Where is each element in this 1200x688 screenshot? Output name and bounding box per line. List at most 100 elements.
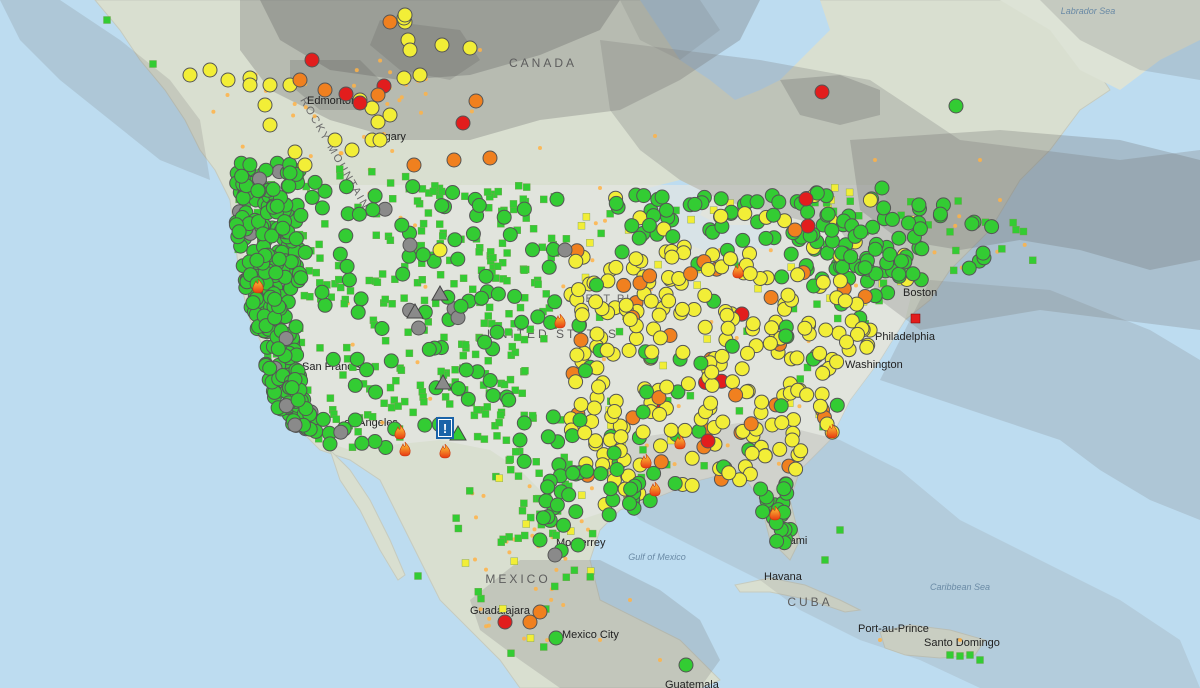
aqi-sensor-square[interactable]	[466, 487, 474, 495]
aqi-monitor-circle[interactable]	[874, 180, 890, 196]
aqi-sensor-square[interactable]	[484, 357, 492, 365]
aqi-sensor-square[interactable]	[483, 403, 491, 411]
aqi-monitor-circle[interactable]	[880, 285, 896, 301]
aqi-sensor-square[interactable]	[503, 249, 511, 257]
aqi-monitor-circle[interactable]	[720, 320, 736, 336]
aqi-monitor-circle[interactable]	[547, 294, 563, 310]
aqi-monitor-circle[interactable]	[780, 287, 796, 303]
aqi-sensor-square[interactable]	[450, 280, 458, 288]
aqi-sensor-square[interactable]	[703, 335, 711, 343]
monitor-triangle[interactable]	[406, 302, 424, 319]
aqi-monitor-circle[interactable]	[471, 197, 487, 213]
aqi-monitor-circle[interactable]	[333, 424, 349, 440]
aqi-sensor-square[interactable]	[506, 375, 515, 384]
aqi-sensor-square[interactable]	[409, 408, 417, 417]
aqi-sensor-square[interactable]	[518, 507, 527, 515]
aqi-monitor-circle[interactable]	[616, 277, 632, 293]
aqi-monitor-circle[interactable]	[501, 392, 517, 408]
aqi-monitor-circle[interactable]	[548, 630, 564, 646]
aqi-monitor-circle[interactable]	[675, 344, 691, 360]
aqi-monitor-circle[interactable]	[601, 507, 617, 523]
aqi-monitor-circle[interactable]	[307, 174, 323, 190]
aqi-sensor-square[interactable]	[526, 325, 534, 333]
aqi-sensor-square[interactable]	[693, 281, 701, 289]
aqi-monitor-circle[interactable]	[714, 348, 730, 364]
aqi-monitor-circle[interactable]	[541, 259, 557, 275]
aqi-monitor-circle[interactable]	[653, 438, 668, 454]
aqi-sensor-square[interactable]	[469, 285, 477, 293]
aqi-sensor-square[interactable]	[484, 312, 492, 320]
aqi-monitor-circle[interactable]	[814, 84, 830, 100]
aqi-monitor-circle[interactable]	[532, 604, 548, 620]
aqi-sensor-square[interactable]	[529, 224, 538, 233]
fire-icon[interactable]	[399, 441, 411, 457]
aqi-monitor-circle[interactable]	[446, 152, 462, 168]
aqi-sensor-square[interactable]	[489, 253, 497, 262]
aqi-monitor-circle[interactable]	[322, 436, 338, 452]
aqi-monitor-circle[interactable]	[893, 253, 909, 269]
aqi-sensor-square[interactable]	[441, 393, 450, 401]
aqi-monitor-circle[interactable]	[353, 291, 369, 307]
aqi-sensor-square[interactable]	[521, 531, 529, 540]
aqi-sensor-square[interactable]	[432, 299, 440, 308]
aqi-monitor-circle[interactable]	[549, 497, 565, 513]
aqi-sensor-square[interactable]	[400, 294, 408, 302]
aqi-monitor-circle[interactable]	[589, 326, 605, 342]
aqi-sensor-square[interactable]	[523, 183, 531, 191]
aqi-sensor-square[interactable]	[381, 337, 390, 345]
aqi-monitor-circle[interactable]	[773, 398, 789, 414]
aqi-monitor-circle[interactable]	[482, 150, 498, 166]
aqi-sensor-square[interactable]	[586, 239, 594, 247]
aqi-monitor-circle[interactable]	[315, 411, 331, 427]
aqi-sensor-square[interactable]	[368, 168, 376, 176]
aqi-sensor-square[interactable]	[326, 394, 335, 402]
aqi-monitor-circle[interactable]	[394, 217, 410, 233]
aqi-sensor-square[interactable]	[821, 556, 829, 564]
aqi-sensor-square[interactable]	[315, 240, 323, 249]
aqi-monitor-circle[interactable]	[262, 360, 278, 376]
aqi-monitor-circle[interactable]	[588, 433, 604, 449]
aqi-sensor-square[interactable]	[149, 60, 157, 68]
aqi-monitor-circle[interactable]	[383, 353, 399, 369]
aqi-monitor-circle[interactable]	[857, 260, 873, 276]
aqi-monitor-circle[interactable]	[661, 293, 677, 309]
aqi-monitor-circle[interactable]	[815, 274, 831, 290]
aqi-sensor-square[interactable]	[480, 319, 488, 327]
aqi-sensor-square[interactable]	[335, 275, 343, 284]
aqi-sensor-square[interactable]	[512, 448, 520, 456]
aqi-sensor-square[interactable]	[473, 432, 482, 441]
aqi-monitor-circle[interactable]	[776, 481, 792, 497]
aqi-monitor-circle[interactable]	[829, 354, 845, 370]
aqi-monitor-circle[interactable]	[293, 270, 309, 286]
aqi-sensor-square[interactable]	[508, 342, 516, 351]
aqi-sensor-square[interactable]	[424, 209, 433, 217]
aqi-sensor-square[interactable]	[532, 458, 540, 466]
aqi-monitor-circle[interactable]	[514, 314, 530, 330]
aqi-sensor-square[interactable]	[459, 351, 467, 360]
aqi-monitor-circle[interactable]	[339, 179, 354, 195]
aqi-monitor-circle[interactable]	[774, 415, 790, 431]
aqi-sensor-square[interactable]	[540, 195, 548, 204]
aqi-monitor-circle[interactable]	[608, 259, 624, 275]
aqi-sensor-square[interactable]	[542, 290, 550, 298]
aqi-monitor-circle[interactable]	[293, 207, 309, 223]
fire-icon[interactable]	[554, 313, 566, 329]
aqi-monitor-circle[interactable]	[264, 228, 280, 244]
aqi-sensor-square[interactable]	[437, 367, 445, 376]
aqi-monitor-circle[interactable]	[402, 237, 418, 253]
aqi-monitor-circle[interactable]	[478, 268, 494, 284]
aqi-sensor-square[interactable]	[956, 652, 964, 660]
aqi-sensor-square[interactable]	[440, 333, 448, 342]
aqi-monitor-circle[interactable]	[370, 114, 386, 130]
aqi-monitor-circle[interactable]	[242, 77, 258, 93]
aqi-sensor-square[interactable]	[401, 397, 409, 406]
aqi-monitor-circle[interactable]	[784, 432, 800, 448]
aqi-monitor-circle[interactable]	[680, 376, 696, 392]
aqi-monitor-circle[interactable]	[338, 228, 354, 244]
aqi-monitor-circle[interactable]	[265, 181, 281, 197]
aqi-monitor-circle[interactable]	[545, 409, 561, 425]
aqi-monitor-circle[interactable]	[317, 82, 333, 98]
aqi-sensor-square[interactable]	[502, 436, 511, 444]
aqi-monitor-circle[interactable]	[622, 312, 638, 327]
